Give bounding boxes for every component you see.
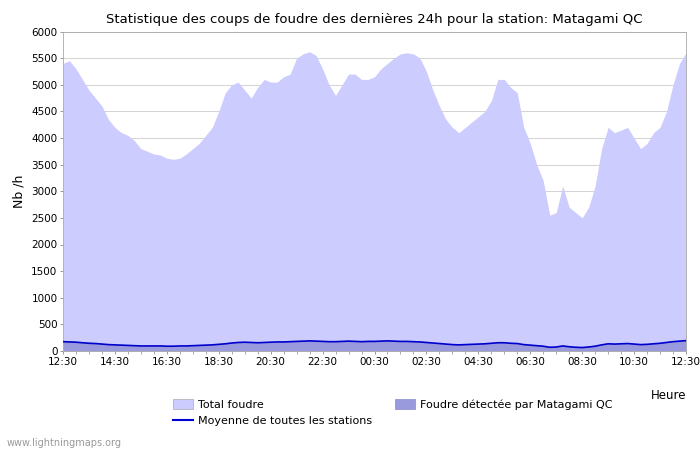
Title: Statistique des coups de foudre des dernières 24h pour la station: Matagami QC: Statistique des coups de foudre des dern… bbox=[106, 13, 643, 26]
Text: www.lightningmaps.org: www.lightningmaps.org bbox=[7, 438, 122, 448]
Y-axis label: Nb /h: Nb /h bbox=[13, 175, 26, 208]
Text: Heure: Heure bbox=[650, 389, 686, 402]
Legend: Total foudre, Moyenne de toutes les stations, Foudre détectée par Matagami QC: Total foudre, Moyenne de toutes les stat… bbox=[168, 395, 617, 430]
